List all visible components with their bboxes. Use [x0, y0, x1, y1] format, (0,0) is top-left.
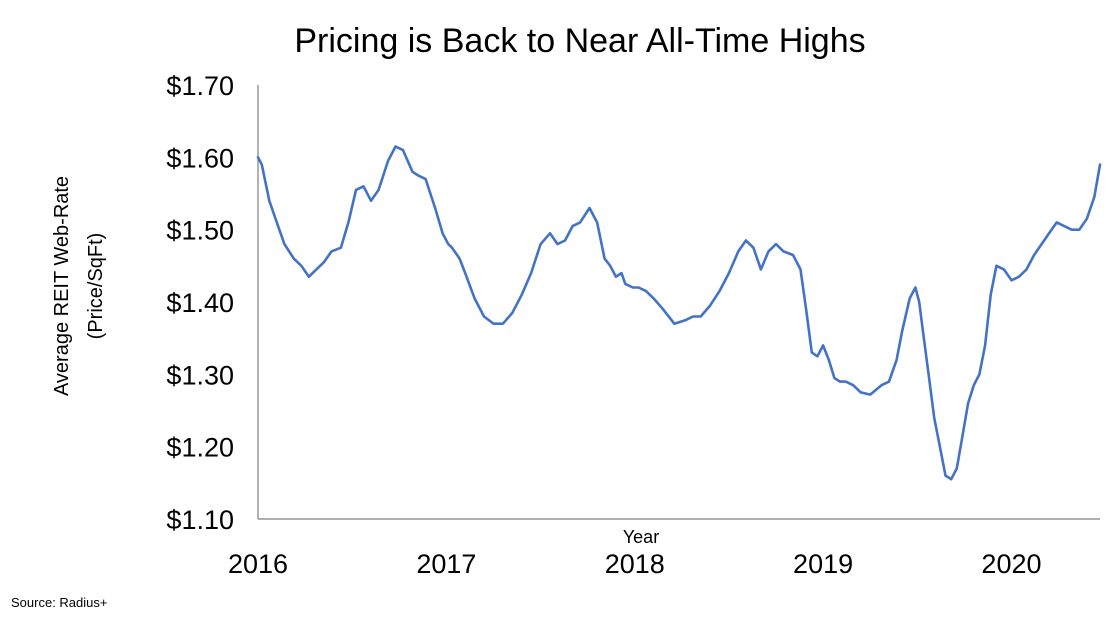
y-axis-label: Average REIT Web-Rate (Price/SqFt)	[51, 176, 107, 396]
x-tick-label: 2020	[981, 549, 1041, 579]
x-tick-label: 2017	[416, 549, 476, 579]
x-tick-labels: 2016 2017 2018 2019 2020	[228, 549, 1042, 579]
source-note: Source: Radius+	[11, 595, 107, 610]
x-axis-label: Year	[623, 527, 659, 547]
chart-title: Pricing is Back to Near All-Time Highs	[294, 22, 865, 60]
x-tick-label: 2019	[793, 549, 853, 579]
y-tick-label: $1.10	[166, 505, 234, 535]
y-tick-label: $1.50	[166, 216, 234, 246]
y-tick-label: $1.30	[166, 360, 234, 390]
y-tick-label: $1.20	[166, 433, 234, 463]
y-axis-label-line-1: Average REIT Web-Rate	[51, 176, 73, 396]
y-tick-labels: $1.10 $1.20 $1.30 $1.40 $1.50 $1.60 $1.70	[166, 71, 234, 535]
series-line	[256, 145, 1102, 481]
y-tick-label: $1.60	[166, 143, 234, 173]
x-tick-label: 2016	[228, 549, 288, 579]
y-tick-label: $1.70	[166, 71, 234, 101]
y-tick-label: $1.40	[166, 288, 234, 318]
y-axis-label-line-2: (Price/SqFt)	[85, 233, 107, 340]
x-tick-label: 2018	[605, 549, 665, 579]
